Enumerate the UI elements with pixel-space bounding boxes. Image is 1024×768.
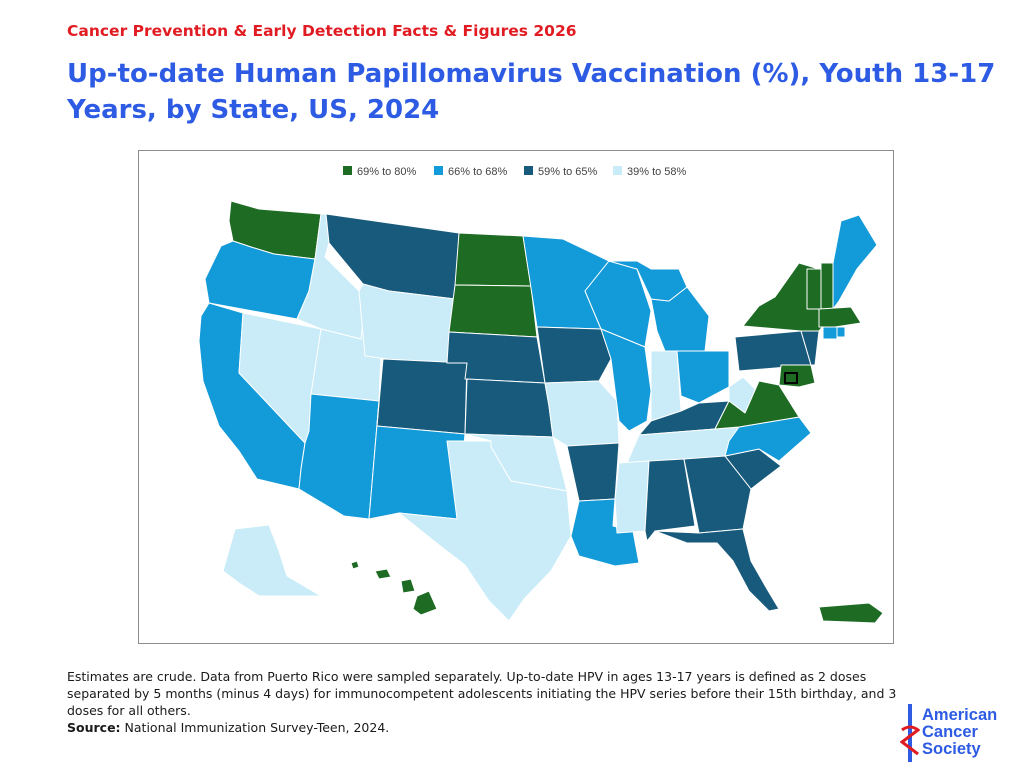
state-hawaii-1 [350,560,360,570]
state-south-dakota [448,284,538,338]
source-label: Source: [67,720,121,735]
state-massachusetts [818,306,862,328]
legend-swatch-1 [343,166,352,175]
state-kansas [464,378,554,438]
state-hawaii-4 [412,590,438,616]
state-hawaii-3 [400,578,416,594]
footnote: Estimates are crude. Data from Puerto Ri… [67,668,897,736]
state-florida [654,528,780,612]
legend-label-1: 69% to 80% [357,166,417,178]
logo-line-3: Society [922,740,981,758]
report-eyebrow: Cancer Prevention & Early Detection Fact… [67,22,577,40]
state-arkansas [566,442,620,502]
legend-swatch-3 [524,166,533,175]
state-illinois [600,328,652,432]
logo-line-2: Cancer [922,723,978,741]
state-michigan-up [608,260,688,302]
state-alaska [222,524,322,597]
state-indiana [650,350,682,422]
us-map-svg: 69% to 80% 66% to 68% 59% to 65% 39% to … [198,166,884,624]
acs-logo: American Cancer Society [898,702,1020,766]
footnote-text: Estimates are crude. Data from Puerto Ri… [67,669,897,718]
logo-wordmark: American Cancer Society [922,707,997,758]
sword-icon [900,704,920,762]
state-arizona [298,393,380,520]
state-new-jersey [800,330,820,366]
legend-label-4: 39% to 58% [627,166,687,178]
state-missouri [544,380,620,447]
state-georgia [683,455,752,534]
state-new-hampshire [820,262,834,310]
state-nebraska [446,331,546,384]
state-ohio [676,350,730,404]
state-maine [832,214,878,310]
state-virginia [714,380,800,430]
logo-line-1: American [922,706,998,724]
legend-swatch-2 [434,166,443,175]
source-text: National Immunization Survey-Teen, 2024. [124,720,390,735]
state-connecticut [822,326,838,340]
state-north-carolina [724,416,812,462]
choropleth-map: 69% to 80% 66% to 68% 59% to 65% 39% to … [138,150,894,644]
map-legend: 69% to 80% 66% to 68% 59% to 65% 39% to … [343,166,687,178]
state-rhode-island [836,326,846,338]
state-vermont [806,268,822,310]
legend-swatch-4 [613,166,622,175]
state-dc-marker [784,372,798,384]
page-title: Up-to-date Human Papillomavirus Vaccinat… [67,59,996,125]
state-louisiana [570,498,640,567]
state-colorado [376,358,468,435]
legend-label-2: 66% to 68% [448,166,508,178]
state-puerto-rico [818,602,884,624]
state-iowa [536,326,612,384]
state-hawaii-2 [374,568,392,580]
state-north-dakota [454,232,532,287]
state-texas [398,440,572,622]
legend-label-3: 59% to 65% [538,166,598,178]
state-mississippi [614,460,650,534]
